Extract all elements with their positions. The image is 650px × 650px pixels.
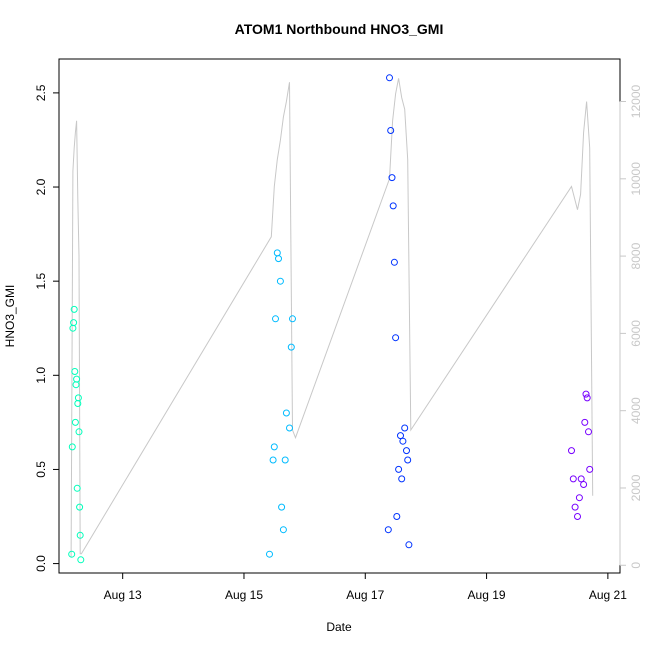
data-point-flight3 xyxy=(386,74,393,82)
x-tick-label: Aug 17 xyxy=(346,588,384,602)
data-point-flight1 xyxy=(76,531,84,539)
y-right-tick-label: 2000 xyxy=(629,474,643,501)
x-tick-label: Aug 19 xyxy=(468,588,506,602)
data-point-flight2 xyxy=(278,503,286,511)
data-point-flight4 xyxy=(571,503,579,511)
data-point-flight1 xyxy=(71,368,79,375)
data-point-flight4 xyxy=(583,394,591,402)
y-tick-label: 2.0 xyxy=(34,178,48,195)
data-point-flight2 xyxy=(289,315,296,323)
data-point-flight2 xyxy=(270,443,278,451)
y-right-tick-label: 10000 xyxy=(629,162,643,196)
data-point-flight3 xyxy=(390,258,398,266)
data-point-flight3 xyxy=(392,334,400,342)
y-tick-label: 2.5 xyxy=(34,84,48,101)
y-axis-label: HNO3_GMI xyxy=(3,285,17,348)
data-point-flight4 xyxy=(577,475,585,483)
data-point-flight3 xyxy=(401,424,409,432)
data-point-flight1 xyxy=(77,556,85,564)
data-point-flight3 xyxy=(389,202,397,210)
y-right-tick-label: 0 xyxy=(629,562,643,569)
x-tick-label: Aug 21 xyxy=(589,588,627,602)
x-axis: Aug 13 Aug 15 Aug 17 Aug 19 Aug 21 xyxy=(104,572,627,602)
data-point-flight1 xyxy=(71,418,79,426)
data-point-flight4 xyxy=(585,428,592,436)
data-point-flight1 xyxy=(75,428,83,436)
data-point-flight1 xyxy=(68,443,76,451)
data-point-flight3 xyxy=(388,174,396,182)
data-point-flight3 xyxy=(393,513,401,520)
data-point-flight3 xyxy=(403,447,410,455)
data-point-flight2 xyxy=(269,456,277,464)
data-point-flight2 xyxy=(287,343,295,351)
data-point-flight4 xyxy=(575,494,583,502)
data-point-flight1 xyxy=(76,503,84,511)
data-point-flight3 xyxy=(404,456,412,464)
data-point-flight1 xyxy=(68,550,76,558)
altitude-line-layer xyxy=(70,78,594,558)
data-point-flight2 xyxy=(281,456,289,464)
data-point-flight4 xyxy=(568,447,575,455)
data-point-flight4 xyxy=(586,465,594,473)
y-tick-label: 1.5 xyxy=(34,273,48,290)
data-point-flight4 xyxy=(582,390,590,398)
data-point-flight3 xyxy=(399,437,407,445)
data-point-flight4 xyxy=(581,418,589,426)
data-point-flight4 xyxy=(580,481,588,488)
y-axis-right: 0 2000 4000 6000 8000 10000 12000 xyxy=(619,85,643,569)
data-point-flight2 xyxy=(279,526,287,534)
data-point-flight3 xyxy=(397,432,404,440)
y-right-tick-label: 6000 xyxy=(629,320,643,347)
y-right-tick-label: 8000 xyxy=(629,242,643,269)
data-point-flight2 xyxy=(286,424,293,432)
data-point-flight3 xyxy=(398,475,406,483)
data-point-flight1 xyxy=(69,324,77,332)
data-point-flight2 xyxy=(282,409,290,417)
y-axis-left: 0.0 0.5 1.0 1.5 2.0 2.5 xyxy=(34,84,60,572)
data-point-flight1 xyxy=(73,484,81,492)
data-point-flight2 xyxy=(273,249,281,257)
data-points-layer xyxy=(68,74,594,564)
data-point-flight1 xyxy=(73,375,81,383)
x-axis-label: Date xyxy=(326,620,352,634)
y-right-tick-label: 4000 xyxy=(629,397,643,424)
data-point-flight2 xyxy=(266,550,273,558)
chart-title: ATOM1 Northbound HNO3_GMI xyxy=(235,21,444,37)
data-point-flight4 xyxy=(569,475,577,483)
x-tick-label: Aug 15 xyxy=(225,588,263,602)
data-point-flight1 xyxy=(70,319,78,327)
y-tick-label: 1.0 xyxy=(34,367,48,384)
data-point-flight2 xyxy=(275,255,282,263)
data-point-flight3 xyxy=(395,465,403,473)
data-point-flight3 xyxy=(405,541,413,549)
data-point-flight1 xyxy=(70,305,78,313)
data-point-flight2 xyxy=(272,315,279,323)
data-point-flight3 xyxy=(387,127,395,134)
y-tick-label: 0.0 xyxy=(34,555,48,572)
data-point-flight2 xyxy=(276,277,284,285)
x-tick-label: Aug 13 xyxy=(104,588,142,602)
y-tick-label: 0.5 xyxy=(34,461,48,478)
data-point-flight1 xyxy=(72,381,80,389)
data-point-flight4 xyxy=(574,513,581,520)
y-right-tick-label: 12000 xyxy=(629,85,643,119)
data-point-flight1 xyxy=(74,394,82,402)
data-point-flight3 xyxy=(384,526,392,534)
altitude-line xyxy=(70,78,594,558)
